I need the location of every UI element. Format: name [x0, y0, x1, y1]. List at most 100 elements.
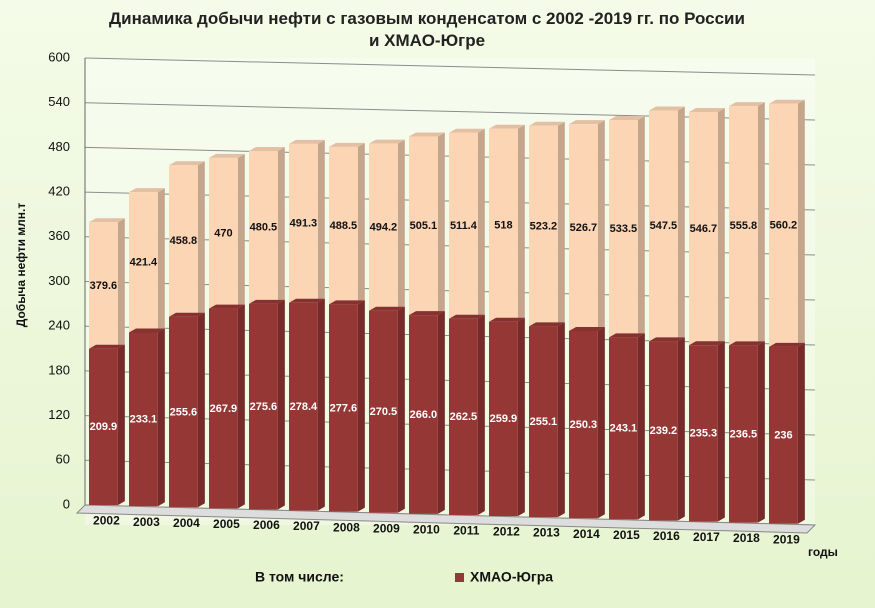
- bar-top: [729, 341, 765, 346]
- data-label: 491.3: [290, 218, 318, 230]
- x-tick-label: 2003: [133, 515, 160, 529]
- bar: [329, 304, 358, 512]
- bar-top: [769, 99, 805, 104]
- data-label: 235.3: [690, 428, 718, 440]
- x-tick-label: 2006: [253, 518, 280, 532]
- bar-top: [569, 120, 605, 125]
- data-label: 488.5: [330, 220, 358, 232]
- y-tick-label: 600: [48, 49, 70, 64]
- legend-title: В том числе:: [255, 569, 344, 585]
- data-label: 533.5: [610, 223, 638, 235]
- x-tick-label: 2011: [453, 524, 479, 538]
- bar-top: [329, 300, 365, 305]
- bar-top: [129, 328, 165, 333]
- bar-top: [289, 139, 325, 144]
- data-label: 267.9: [210, 403, 238, 415]
- y-tick-label: 300: [48, 273, 70, 288]
- bar-top: [169, 312, 205, 317]
- bar-top: [689, 341, 725, 346]
- bar: [449, 318, 478, 515]
- bar-top: [729, 102, 765, 107]
- bar-top: [169, 161, 205, 166]
- data-label: 236: [774, 430, 792, 442]
- bar-top: [409, 311, 445, 316]
- y-tick-label: 240: [48, 318, 70, 333]
- bar-side: [317, 298, 325, 511]
- bar-top: [129, 188, 165, 193]
- data-label: 236.5: [730, 428, 758, 440]
- floor: [75, 504, 817, 534]
- bar: [769, 346, 798, 524]
- bar-side: [477, 314, 485, 515]
- bar-top: [609, 333, 645, 338]
- bar-top: [209, 304, 245, 309]
- data-label: 259.9: [490, 413, 518, 425]
- data-label: 505.1: [410, 220, 438, 232]
- bar: [169, 316, 198, 508]
- x-tick-label: 2010: [413, 522, 440, 536]
- bar-side: [117, 344, 125, 506]
- data-label: 458.8: [170, 235, 198, 247]
- data-label: 275.6: [250, 401, 278, 413]
- bar-side: [677, 337, 685, 521]
- data-label: 560.2: [770, 220, 798, 232]
- bar: [369, 310, 398, 513]
- bar: [729, 345, 758, 523]
- data-label: 277.6: [330, 402, 358, 414]
- data-label: 470: [214, 227, 232, 239]
- bar-side: [797, 342, 805, 524]
- y-tick-label: 120: [48, 407, 70, 422]
- data-label: 255.1: [530, 416, 558, 428]
- y-tick-label: 480: [48, 139, 70, 154]
- x-tick-label: 2004: [173, 516, 200, 530]
- y-axis-label: Добыча нефти млн.т: [14, 203, 28, 328]
- bar-top: [569, 326, 605, 331]
- bar: [489, 321, 518, 517]
- bar-top: [689, 107, 725, 112]
- grid-line: [84, 57, 816, 76]
- bar-top: [369, 139, 405, 144]
- data-label: 526.7: [570, 222, 598, 234]
- data-label: 555.8: [730, 220, 758, 232]
- data-label: 523.2: [530, 220, 558, 232]
- bar-top: [649, 106, 685, 111]
- bar-top: [649, 337, 685, 342]
- bar-side: [517, 317, 525, 517]
- bar-top: [369, 306, 405, 311]
- bar-top: [489, 124, 525, 129]
- bar-side: [557, 322, 565, 518]
- y-tick-label: 360: [48, 228, 70, 243]
- bar: [289, 302, 318, 511]
- data-label: 494.2: [370, 221, 398, 233]
- y-tick-label: 420: [48, 184, 70, 199]
- bar-top: [249, 299, 285, 304]
- data-label: 421.4: [130, 257, 158, 269]
- x-axis-label: годы: [808, 545, 838, 559]
- bar-top: [489, 317, 525, 322]
- bar: [689, 345, 718, 522]
- bar-side: [757, 341, 765, 523]
- y-tick-label: 540: [48, 94, 70, 109]
- x-tick-label: 2014: [573, 527, 600, 541]
- data-label: 209.9: [90, 421, 118, 433]
- x-tick-label: 2013: [533, 526, 560, 540]
- data-label: 518: [494, 219, 512, 231]
- data-label: 255.6: [170, 406, 198, 418]
- data-label: 233.1: [130, 414, 158, 426]
- bar-top: [409, 132, 445, 137]
- bar-side: [197, 312, 205, 508]
- bar-top: [529, 322, 565, 327]
- bar-top: [529, 121, 565, 126]
- bar: [649, 341, 678, 521]
- bar: [409, 315, 438, 514]
- x-tick-label: 2017: [693, 530, 720, 544]
- bar-top: [89, 344, 125, 349]
- x-tick-label: 2019: [773, 532, 800, 546]
- bar-side: [637, 333, 645, 520]
- data-label: 547.5: [650, 220, 678, 232]
- data-label: 546.7: [690, 223, 718, 235]
- bar-top: [609, 115, 645, 120]
- bar-side: [277, 299, 285, 510]
